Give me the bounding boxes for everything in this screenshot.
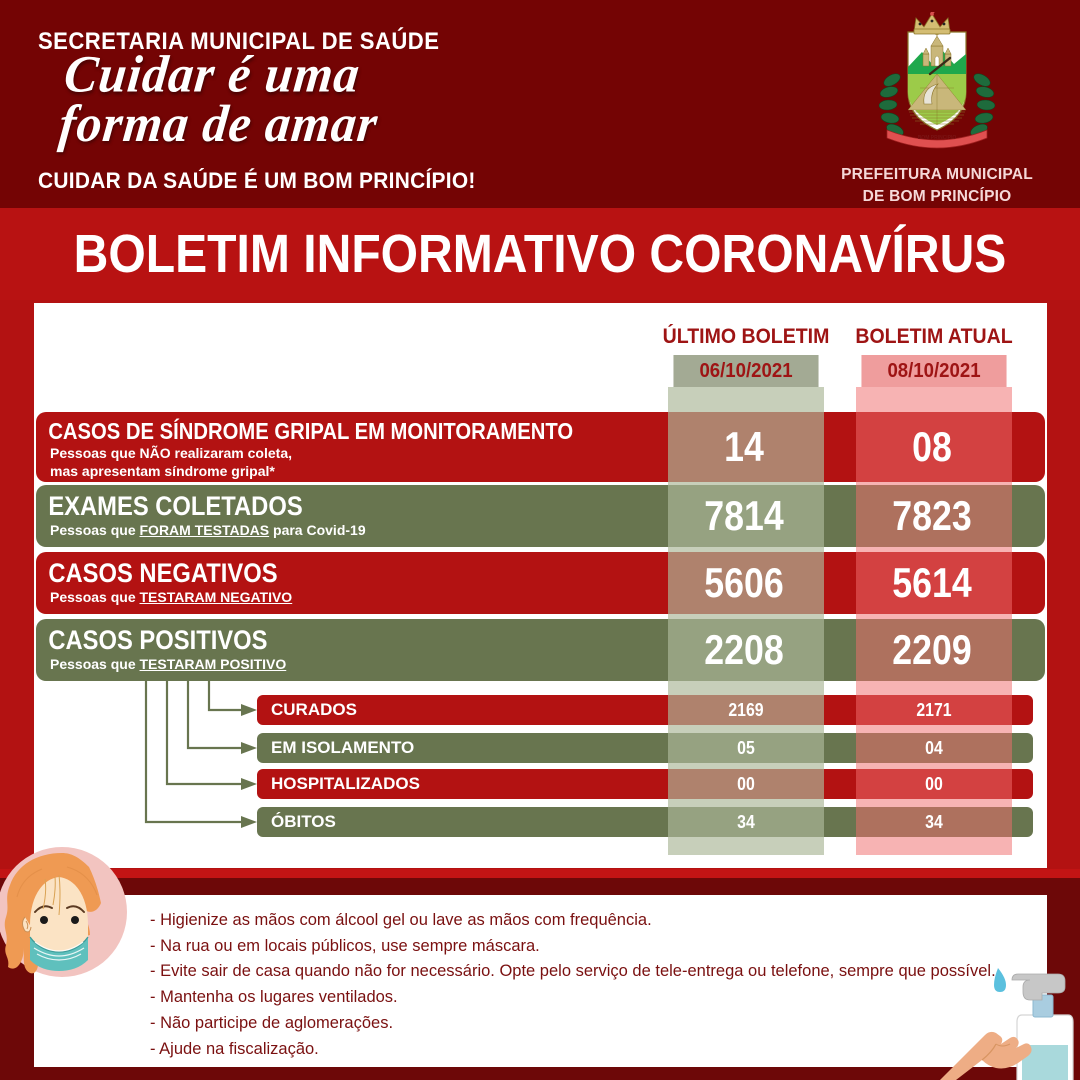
svg-text:BOM PRINCIPIO: BOM PRINCIPIO bbox=[918, 135, 957, 141]
